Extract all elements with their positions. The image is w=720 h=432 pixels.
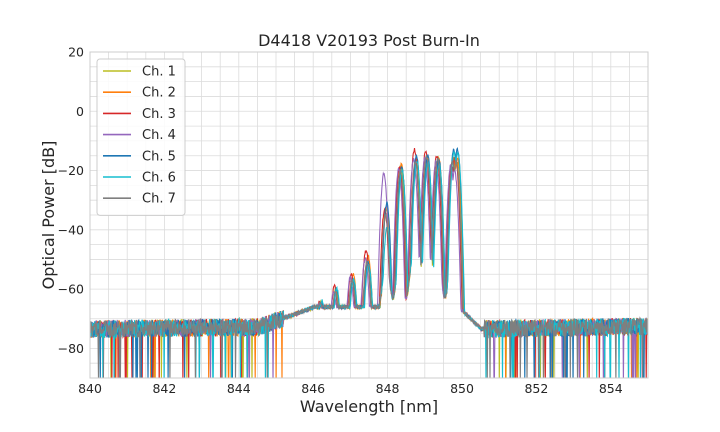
x-tick-label: 854: [599, 381, 623, 396]
legend-label: Ch. 1: [142, 65, 176, 80]
y-tick-label: −60: [58, 282, 84, 297]
x-tick-labels: 840 842 844 846 848 850 852 854: [78, 381, 623, 396]
y-tick-label: −40: [58, 222, 84, 237]
y-tick-label: −20: [58, 163, 84, 178]
legend-label: Ch. 4: [142, 128, 176, 143]
y-axis-label: Optical Power [dB]: [39, 141, 58, 290]
x-tick-label: 842: [152, 381, 176, 396]
x-tick-label: 848: [376, 381, 400, 396]
legend-label: Ch. 5: [142, 149, 176, 164]
x-tick-label: 850: [450, 381, 474, 396]
legend-label: Ch. 6: [142, 171, 176, 186]
series-line: [90, 155, 648, 378]
legend-label: Ch. 7: [142, 192, 176, 207]
legend: Ch. 1 Ch. 2 Ch. 3 Ch. 4 Ch. 5 Ch. 6 Ch. 7: [96, 58, 186, 216]
y-tick-label: −80: [58, 341, 84, 356]
x-tick-label: 846: [301, 381, 325, 396]
plot-frame: [89, 51, 649, 379]
y-tick-labels: 20 0 −20 −40 −60 −80: [58, 45, 84, 356]
x-tick-label: 852: [524, 381, 548, 396]
legend-label: Ch. 3: [142, 107, 176, 122]
x-axis-label: Wavelength [nm]: [300, 397, 438, 416]
x-tick-label: 840: [78, 381, 102, 396]
chart-title: D4418 V20193 Post Burn-In: [258, 31, 480, 50]
y-tick-label: 0: [76, 104, 84, 119]
x-tick-label: 844: [227, 381, 251, 396]
legend-label: Ch. 2: [142, 86, 176, 101]
series-lines: [90, 146, 648, 378]
y-tick-label: 20: [68, 45, 84, 60]
